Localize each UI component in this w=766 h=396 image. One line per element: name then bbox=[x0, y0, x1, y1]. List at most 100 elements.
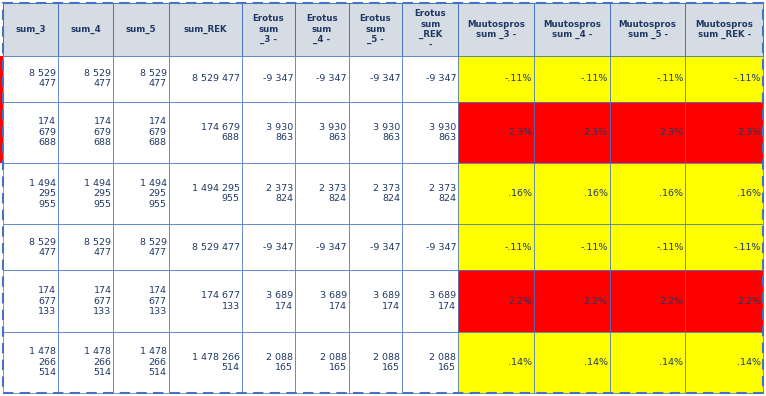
Text: Erotus
sum
_REK
-: Erotus sum _REK - bbox=[414, 9, 446, 50]
Text: 174 677
133: 174 677 133 bbox=[201, 291, 240, 311]
Text: 2 088
165: 2 088 165 bbox=[373, 352, 400, 372]
Bar bbox=[3, 3, 58, 56]
Bar bbox=[610, 225, 686, 270]
Bar bbox=[295, 270, 349, 332]
Bar bbox=[113, 332, 169, 393]
Bar bbox=[402, 163, 458, 225]
Text: 3 930
863: 3 930 863 bbox=[319, 123, 347, 142]
Text: -.11%: -.11% bbox=[734, 243, 761, 252]
Bar bbox=[402, 225, 458, 270]
Bar bbox=[349, 332, 402, 393]
Bar bbox=[169, 163, 242, 225]
Bar bbox=[58, 56, 113, 102]
Text: sum_REK: sum_REK bbox=[183, 25, 227, 34]
Bar bbox=[534, 102, 610, 163]
Bar bbox=[113, 56, 169, 102]
Bar bbox=[242, 332, 295, 393]
Bar bbox=[458, 56, 534, 102]
Text: sum_5: sum_5 bbox=[126, 25, 156, 34]
Bar bbox=[295, 225, 349, 270]
Text: 8 529 477: 8 529 477 bbox=[192, 243, 240, 252]
Text: -9 347: -9 347 bbox=[370, 243, 400, 252]
Text: -.11%: -.11% bbox=[581, 74, 607, 83]
Text: .14%: .14% bbox=[584, 358, 607, 367]
Text: 8 529
477: 8 529 477 bbox=[84, 238, 112, 257]
Bar bbox=[402, 270, 458, 332]
Text: Muutospros
sum _5 -: Muutospros sum _5 - bbox=[619, 19, 676, 39]
Bar bbox=[295, 3, 349, 56]
Text: -9 347: -9 347 bbox=[426, 74, 457, 83]
Bar bbox=[169, 3, 242, 56]
Text: 1 494 295
955: 1 494 295 955 bbox=[192, 184, 240, 204]
Text: .16%: .16% bbox=[508, 189, 532, 198]
Bar bbox=[242, 3, 295, 56]
Text: 174 679
688: 174 679 688 bbox=[201, 123, 240, 142]
Bar bbox=[0, 56, 3, 102]
Bar bbox=[610, 56, 686, 102]
Text: 2.3%: 2.3% bbox=[584, 128, 607, 137]
Text: 2 373
824: 2 373 824 bbox=[373, 184, 400, 204]
Bar bbox=[242, 270, 295, 332]
Text: 174
679
688: 174 679 688 bbox=[38, 118, 56, 147]
Text: -.11%: -.11% bbox=[581, 243, 607, 252]
Bar bbox=[3, 56, 58, 102]
Text: 3 930
863: 3 930 863 bbox=[266, 123, 293, 142]
Bar bbox=[58, 270, 113, 332]
Text: -9 347: -9 347 bbox=[316, 243, 347, 252]
Text: 2.3%: 2.3% bbox=[508, 128, 532, 137]
Text: 174
679
688: 174 679 688 bbox=[149, 118, 167, 147]
Bar bbox=[3, 163, 58, 225]
Text: -.11%: -.11% bbox=[656, 74, 683, 83]
Bar bbox=[0, 102, 3, 163]
Bar bbox=[534, 3, 610, 56]
Text: 2.3%: 2.3% bbox=[737, 128, 761, 137]
Text: 1 478
266
514: 1 478 266 514 bbox=[139, 347, 167, 377]
Text: 3 930
863: 3 930 863 bbox=[429, 123, 457, 142]
Text: 2 373
824: 2 373 824 bbox=[429, 184, 457, 204]
Bar bbox=[349, 225, 402, 270]
Text: 2.2%: 2.2% bbox=[584, 297, 607, 305]
Text: 3 689
174: 3 689 174 bbox=[319, 291, 347, 311]
Text: 2 373
824: 2 373 824 bbox=[319, 184, 347, 204]
Bar bbox=[610, 270, 686, 332]
Bar bbox=[3, 332, 58, 393]
Text: .14%: .14% bbox=[737, 358, 761, 367]
Bar bbox=[3, 270, 58, 332]
Bar bbox=[113, 102, 169, 163]
Bar bbox=[458, 225, 534, 270]
Bar bbox=[295, 56, 349, 102]
Bar bbox=[458, 332, 534, 393]
Bar bbox=[686, 56, 763, 102]
Text: -9 347: -9 347 bbox=[263, 243, 293, 252]
Text: 8 529
477: 8 529 477 bbox=[84, 69, 112, 88]
Text: 174
679
688: 174 679 688 bbox=[93, 118, 112, 147]
Text: -.11%: -.11% bbox=[656, 243, 683, 252]
Bar bbox=[349, 270, 402, 332]
Text: Erotus
sum
_3 -: Erotus sum _3 - bbox=[253, 14, 284, 44]
Bar bbox=[686, 3, 763, 56]
Bar bbox=[58, 3, 113, 56]
Bar bbox=[458, 3, 534, 56]
Text: Erotus
sum
_5 -: Erotus sum _5 - bbox=[359, 14, 391, 44]
Text: 2 373
824: 2 373 824 bbox=[266, 184, 293, 204]
Text: 8 529
477: 8 529 477 bbox=[139, 238, 167, 257]
Bar bbox=[686, 102, 763, 163]
Bar bbox=[242, 225, 295, 270]
Text: -9 347: -9 347 bbox=[263, 74, 293, 83]
Bar bbox=[349, 56, 402, 102]
Bar bbox=[242, 56, 295, 102]
Text: 2 088
165: 2 088 165 bbox=[267, 352, 293, 372]
Bar bbox=[3, 225, 58, 270]
Text: 1 494
295
955: 1 494 295 955 bbox=[29, 179, 56, 209]
Bar bbox=[295, 102, 349, 163]
Text: 1 478 266
514: 1 478 266 514 bbox=[192, 352, 240, 372]
Text: Muutospros
sum _REK -: Muutospros sum _REK - bbox=[696, 19, 753, 39]
Bar bbox=[295, 332, 349, 393]
Text: 174
677
133: 174 677 133 bbox=[93, 286, 112, 316]
Bar bbox=[534, 225, 610, 270]
Bar bbox=[534, 163, 610, 225]
Text: 8 529 477: 8 529 477 bbox=[192, 74, 240, 83]
Bar bbox=[3, 102, 58, 163]
Bar bbox=[169, 102, 242, 163]
Text: 1 478
266
514: 1 478 266 514 bbox=[29, 347, 56, 377]
